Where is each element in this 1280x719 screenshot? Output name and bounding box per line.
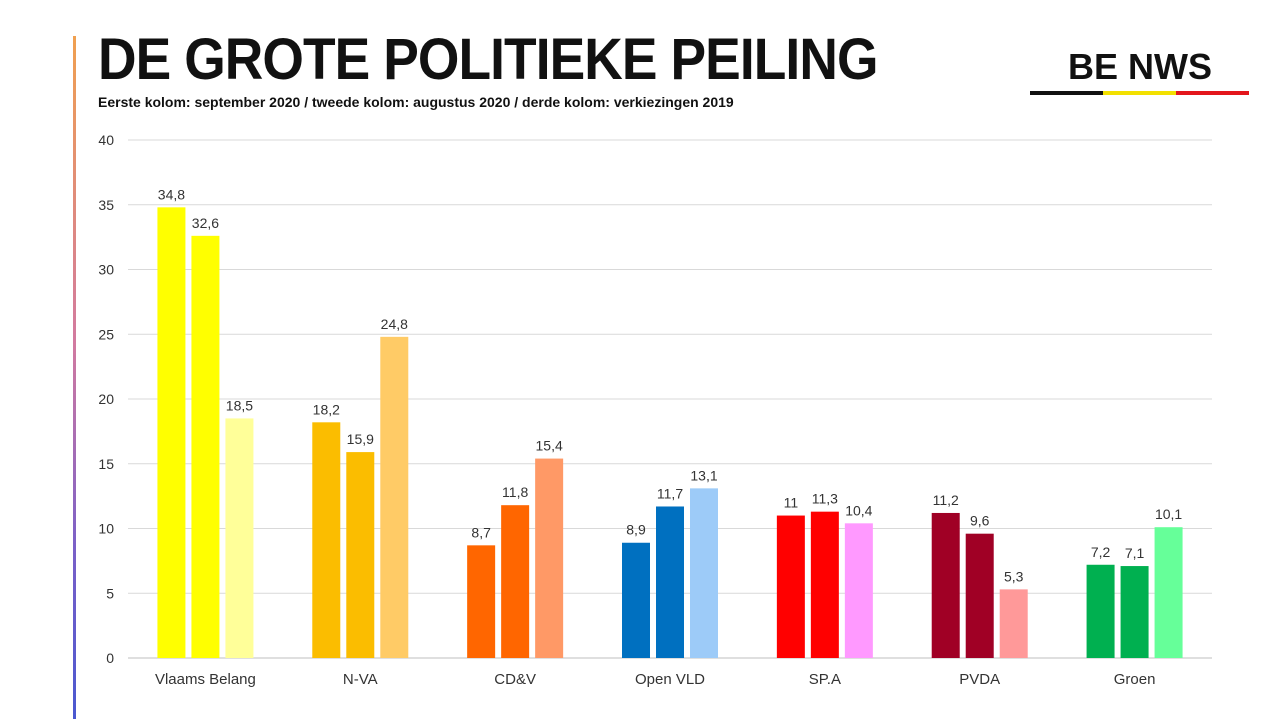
bar: [999, 589, 1028, 658]
y-axis-ticks: 0 5 10 15 20 25 30 35 40: [98, 132, 114, 666]
y-tick-label: 5: [106, 585, 114, 601]
chart-bars: [157, 207, 1183, 658]
bar: [931, 512, 960, 658]
data-label: 34,8: [158, 186, 185, 202]
bar: [810, 511, 839, 658]
y-tick-label: 20: [98, 391, 114, 407]
page-title: DE GROTE POLITIEKE PEILING: [98, 27, 878, 92]
y-tick-label: 30: [98, 262, 114, 278]
chart-gridlines: [128, 139, 1212, 659]
bar: [380, 336, 409, 658]
chart-subtitle: Eerste kolom: september 2020 / tweede ko…: [98, 94, 734, 110]
y-tick-label: 15: [98, 456, 114, 472]
logo-bar-red: [1176, 91, 1249, 95]
logo-bar-yellow: [1103, 91, 1176, 95]
bar: [1086, 564, 1115, 658]
bar: [312, 422, 341, 658]
x-tick-label: CD&V: [494, 671, 536, 688]
bar: [467, 545, 496, 658]
bar: [965, 533, 994, 658]
data-label: 7,2: [1091, 544, 1111, 560]
x-tick-label: Vlaams Belang: [155, 671, 256, 688]
bar: [1154, 527, 1183, 658]
bar: [346, 452, 375, 658]
bar: [1120, 566, 1149, 658]
data-label: 9,6: [970, 513, 990, 529]
data-label: 15,9: [347, 431, 374, 447]
data-label: 18,5: [226, 397, 253, 413]
data-label: 15,4: [536, 438, 563, 454]
data-label: 18,2: [313, 401, 340, 417]
data-label: 8,7: [471, 524, 491, 540]
bar: [656, 506, 684, 658]
bar: [690, 488, 718, 658]
y-tick-label: 25: [98, 326, 114, 342]
x-tick-label: SP.A: [809, 671, 841, 688]
bar: [844, 523, 873, 658]
data-label: 7,1: [1125, 545, 1145, 561]
data-label: 11,7: [657, 485, 683, 501]
bar: [776, 515, 805, 658]
data-label: 32,6: [192, 215, 219, 231]
bar: [191, 235, 220, 658]
data-label: 10,1: [1155, 506, 1182, 522]
data-label: 11,8: [502, 484, 528, 500]
data-label: 11,2: [933, 492, 959, 508]
accent-line: [73, 36, 76, 719]
bar: [157, 207, 186, 658]
logo-bar-black: [1030, 91, 1103, 95]
y-tick-label: 35: [98, 197, 114, 213]
bar: [225, 418, 254, 658]
value-labels: 34,8 32,6 18,5 18,2 15,9 24,8 8,7 11,8 15,4 8,9 11…: [158, 186, 1183, 584]
x-tick-label: Groen: [1114, 671, 1156, 688]
bar: [535, 458, 564, 658]
bar: [622, 542, 650, 658]
x-tick-label: PVDA: [959, 671, 1000, 688]
data-label: 10,4: [845, 502, 872, 518]
brand-logo: BE NWS: [1030, 46, 1250, 98]
y-tick-label: 0: [106, 650, 114, 666]
y-tick-label: 10: [98, 521, 114, 537]
data-label: 11,3: [812, 491, 838, 507]
x-tick-label: Open VLD: [635, 671, 705, 688]
category-labels: Vlaams Belang N-VA CD&V Open VLD SP.A PVDA Gro…: [155, 671, 1155, 688]
data-label: 13,1: [690, 467, 717, 483]
y-tick-label: 40: [98, 132, 114, 148]
bar: [501, 505, 530, 658]
x-tick-label: N-VA: [343, 671, 378, 688]
data-label: 11: [784, 495, 799, 511]
data-label: 8,9: [626, 522, 646, 538]
data-label: 5,3: [1004, 568, 1024, 584]
data-label: 24,8: [381, 316, 408, 332]
logo-text: BE NWS: [1068, 46, 1212, 87]
